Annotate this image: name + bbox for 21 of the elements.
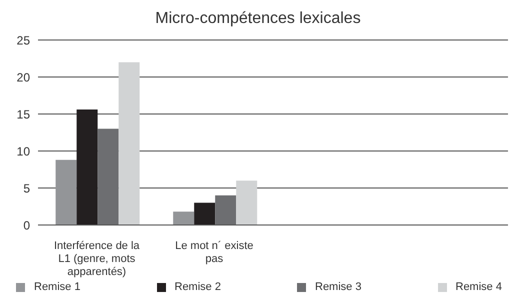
- bar: [194, 202, 216, 225]
- bar: [56, 160, 77, 225]
- bar: [236, 180, 258, 225]
- bar: [173, 212, 194, 225]
- y-tick-label: 15: [16, 107, 30, 122]
- bar: [215, 195, 236, 225]
- x-tick-label: Le mot n´ existe pas: [175, 240, 254, 265]
- legend-label: Remise 4: [454, 281, 502, 293]
- chart-title: Micro-compétences lexicales: [154, 9, 362, 29]
- bar: [98, 128, 119, 225]
- y-tick-label: 0: [23, 218, 30, 232]
- legend-label: Remise 3: [314, 281, 362, 293]
- bar: [76, 110, 98, 225]
- y-tick-label: 10: [16, 144, 30, 158]
- y-tick-label: 25: [16, 33, 30, 48]
- y-tick-label: 5: [23, 181, 30, 196]
- y-tick-label: 20: [16, 70, 30, 84]
- bar: [118, 62, 140, 225]
- legend-label: Remise 1: [33, 281, 80, 293]
- legend-label: Remise 2: [174, 281, 221, 293]
- x-tick-label: Interférence de la L1 (genre, mots apparentés): [54, 240, 140, 278]
